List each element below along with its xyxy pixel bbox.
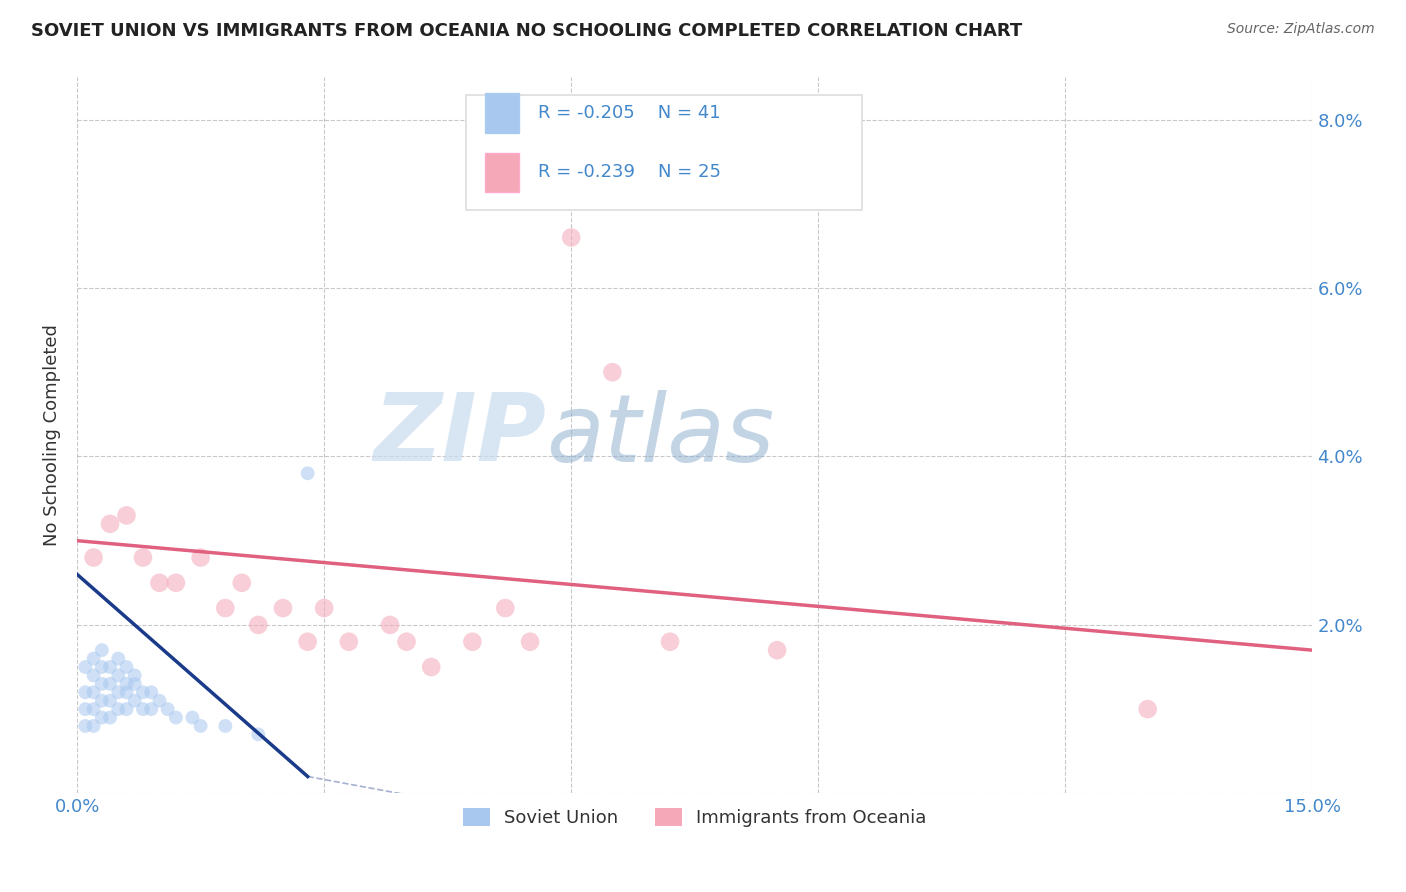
Point	[165, 575, 187, 590]
Point	[90, 643, 112, 657]
Point	[115, 702, 138, 716]
Point	[124, 677, 146, 691]
Point	[124, 694, 146, 708]
Point	[181, 710, 204, 724]
Point	[90, 710, 112, 724]
Text: R = -0.205    N = 41: R = -0.205 N = 41	[538, 103, 720, 122]
Point	[98, 660, 121, 674]
Point	[519, 634, 541, 648]
Point	[75, 719, 97, 733]
Point	[115, 685, 138, 699]
Point	[378, 618, 401, 632]
Point	[75, 702, 97, 716]
Point	[98, 516, 121, 531]
Point	[98, 710, 121, 724]
Point	[231, 575, 253, 590]
Point	[115, 677, 138, 691]
Point	[90, 677, 112, 691]
Text: atlas: atlas	[547, 390, 775, 481]
Point	[247, 618, 270, 632]
Point	[132, 702, 155, 716]
Point	[83, 685, 105, 699]
Point	[602, 365, 624, 379]
Text: Source: ZipAtlas.com: Source: ZipAtlas.com	[1227, 22, 1375, 37]
Text: ZIP: ZIP	[374, 390, 547, 482]
Point	[337, 634, 360, 648]
FancyBboxPatch shape	[467, 95, 862, 210]
Point	[395, 634, 418, 648]
Point	[141, 685, 163, 699]
Point	[90, 660, 112, 674]
Point	[148, 694, 170, 708]
Point	[90, 694, 112, 708]
Point	[115, 660, 138, 674]
Point	[83, 550, 105, 565]
Point	[75, 685, 97, 699]
Point	[271, 601, 294, 615]
Point	[83, 719, 105, 733]
Point	[420, 660, 443, 674]
Point	[165, 710, 187, 724]
Point	[190, 719, 212, 733]
Point	[214, 601, 236, 615]
Text: R = -0.239    N = 25: R = -0.239 N = 25	[538, 163, 721, 181]
Point	[124, 668, 146, 682]
Point	[297, 634, 319, 648]
Bar	[485, 93, 519, 133]
Point	[461, 634, 484, 648]
Point	[314, 601, 336, 615]
Point	[132, 550, 155, 565]
Point	[132, 685, 155, 699]
Point	[659, 634, 682, 648]
Point	[83, 702, 105, 716]
Bar	[485, 153, 519, 192]
Point	[83, 651, 105, 665]
Point	[75, 660, 97, 674]
Point	[98, 677, 121, 691]
Point	[107, 668, 129, 682]
Point	[190, 550, 212, 565]
Point	[107, 651, 129, 665]
Point	[98, 694, 121, 708]
Point	[107, 685, 129, 699]
Legend: Soviet Union, Immigrants from Oceania: Soviet Union, Immigrants from Oceania	[456, 801, 934, 834]
Point	[115, 508, 138, 523]
Point	[766, 643, 789, 657]
Point	[1136, 702, 1159, 716]
Point	[247, 727, 270, 741]
Y-axis label: No Schooling Completed: No Schooling Completed	[44, 325, 60, 546]
Text: SOVIET UNION VS IMMIGRANTS FROM OCEANIA NO SCHOOLING COMPLETED CORRELATION CHART: SOVIET UNION VS IMMIGRANTS FROM OCEANIA …	[31, 22, 1022, 40]
Point	[560, 230, 582, 244]
Point	[494, 601, 516, 615]
Point	[297, 467, 319, 481]
Point	[156, 702, 179, 716]
Point	[83, 668, 105, 682]
Point	[148, 575, 170, 590]
Point	[214, 719, 236, 733]
Point	[141, 702, 163, 716]
Point	[107, 702, 129, 716]
